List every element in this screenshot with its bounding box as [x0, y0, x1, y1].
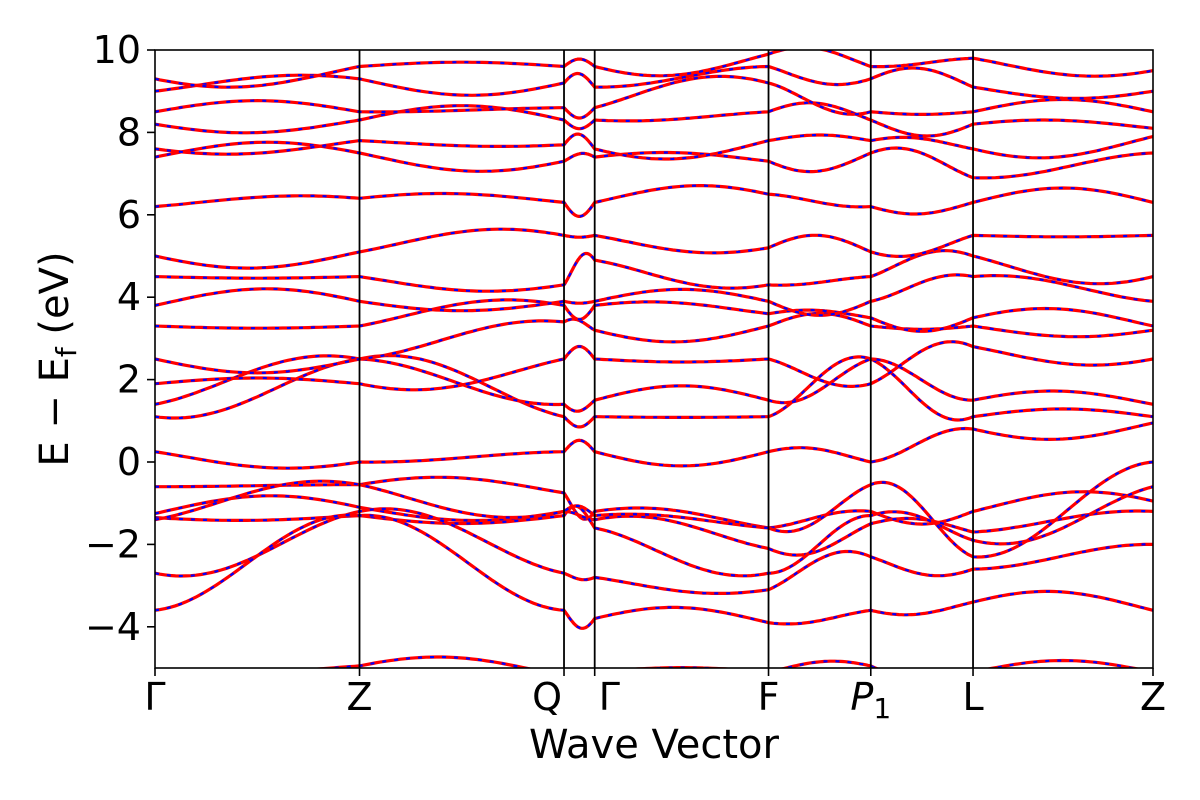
band-line-model — [155, 298, 1153, 333]
band-line-model — [155, 513, 1153, 630]
y-axis-label: E − Ef (eV) — [32, 251, 83, 466]
x-tick-label: Q — [532, 675, 562, 719]
band-line-dft — [155, 353, 1153, 429]
y-tick-label: 2 — [117, 358, 141, 402]
band-line-model — [155, 460, 1153, 559]
band-line-model — [155, 75, 1153, 120]
band-line-model — [155, 184, 1153, 218]
x-tick-label: F — [758, 675, 780, 719]
y-axis-label-unit: (eV) — [32, 251, 78, 347]
y-tick-label: 0 — [117, 440, 141, 484]
x-tick-label: Z — [346, 675, 372, 719]
band-line-model — [155, 50, 1153, 89]
band-line-model — [155, 65, 1153, 100]
band-line-model — [155, 141, 1153, 179]
y-tick-label: −2 — [85, 522, 141, 566]
y-tick-label: 10 — [93, 28, 141, 72]
band-line-dft — [155, 273, 1153, 317]
band-line-model — [155, 133, 1153, 161]
band-line-model — [155, 421, 1153, 470]
band-line-dft — [155, 475, 1153, 530]
plot-frame — [154, 49, 1154, 669]
x-axis: Γ Z Q Γ F P1 L Z — [144, 668, 1166, 725]
bands-layer — [155, 50, 1153, 668]
band-line-model — [155, 228, 1153, 270]
band-line-dft — [155, 101, 1153, 138]
band-line-dft — [155, 184, 1153, 218]
y-tick-label: −4 — [85, 605, 141, 649]
band-line-model — [155, 354, 1153, 428]
y-axis-label-sub: f — [50, 346, 83, 357]
band-line-dft — [155, 248, 1153, 293]
y-axis: −4 −2 0 2 4 6 8 10 — [85, 28, 155, 649]
band-line-dft — [310, 655, 1141, 668]
y-axis-label-main: E − E — [32, 357, 78, 467]
y-tick-label: 4 — [117, 275, 141, 319]
band-line-dft — [155, 311, 1153, 375]
x-tick-label: Γ — [599, 675, 620, 719]
band-line-dft — [155, 354, 1153, 413]
y-tick-label: 6 — [117, 193, 141, 237]
high-symmetry-lines — [358, 50, 974, 668]
band-line-model — [155, 340, 1153, 391]
x-tick-label: Γ — [144, 675, 165, 719]
x-tick-label: Z — [1140, 675, 1166, 719]
band-line-dft — [155, 64, 1153, 100]
y-tick-label: 8 — [117, 110, 141, 154]
band-line-dft — [155, 298, 1153, 333]
x-tick-label: L — [962, 675, 983, 719]
band-line-model — [155, 354, 1153, 413]
band-line-model — [155, 494, 1153, 557]
band-line-model — [155, 249, 1153, 293]
band-line-model — [155, 273, 1153, 317]
band-line-dft — [155, 421, 1153, 470]
band-line-model — [155, 507, 1153, 595]
band-line-model — [155, 312, 1153, 375]
x-tick-label: P1 — [850, 675, 891, 725]
x-axis-label: Wave Vector — [529, 722, 780, 768]
band-line-dft — [155, 340, 1153, 392]
band-line-model — [317, 655, 1139, 668]
